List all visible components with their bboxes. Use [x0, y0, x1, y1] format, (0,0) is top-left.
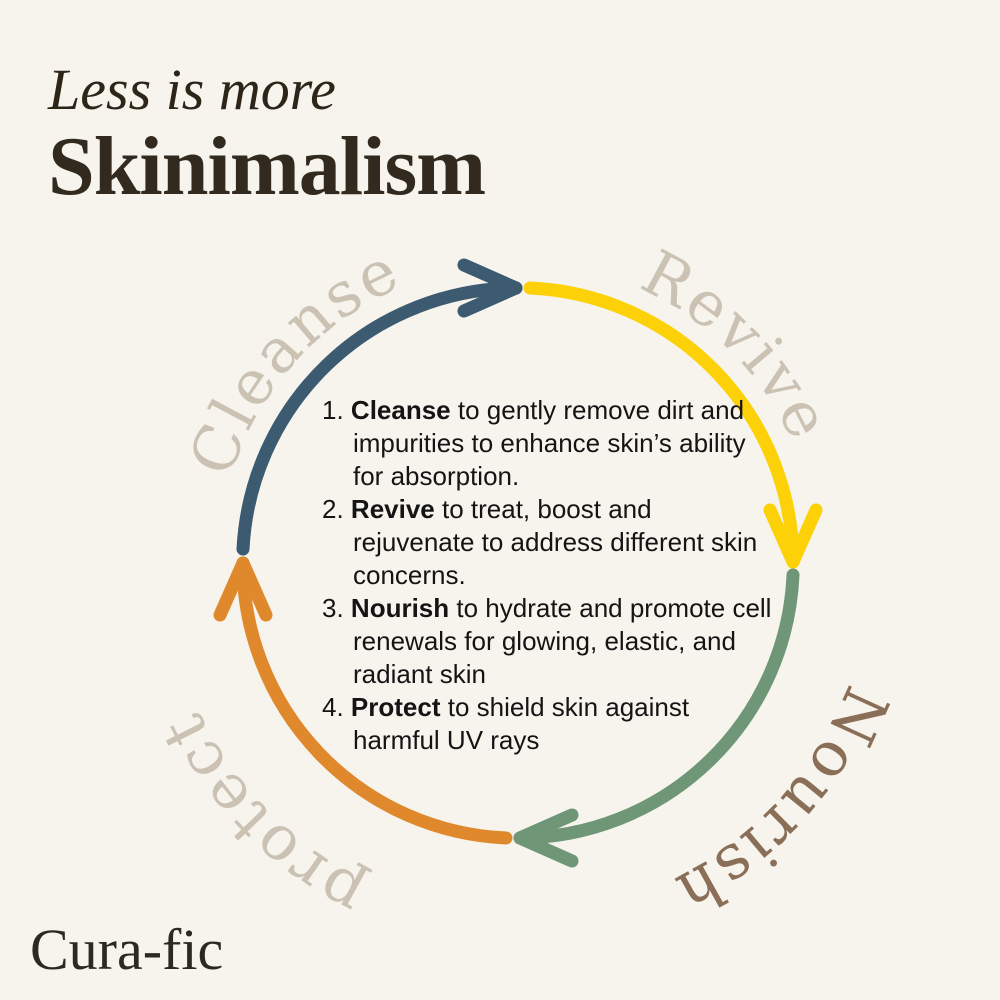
steps-list: 1. Cleanse to gently remove dirt and imp…: [322, 394, 780, 757]
step-text: to shield skin against harmful UV rays: [353, 692, 690, 755]
step-keyword: Cleanse: [350, 395, 451, 425]
page-subtitle: Less is more: [48, 57, 336, 122]
brand-logo: Cura-fic: [30, 917, 224, 982]
step-item-revive: 2. Revive to treat, boost and rejuvenate…: [322, 493, 780, 592]
header: Less is more Skinimalism: [48, 57, 486, 213]
step-text: to gently remove dirt and impurities to …: [353, 395, 746, 491]
step-item-cleanse: 1. Cleanse to gently remove dirt and imp…: [322, 394, 780, 493]
revive-arrow-icon: [523, 281, 823, 569]
step-text: to treat, boost and rejuvenate to addres…: [353, 494, 758, 590]
step-number: 2.: [322, 494, 344, 524]
step-number: 4.: [322, 692, 344, 722]
protect-arrow-icon: [213, 556, 513, 845]
cleanse-arrow-icon: [236, 258, 523, 556]
step-keyword: Protect: [350, 692, 441, 722]
step-item-protect: 4. Protect to shield skin against harmfu…: [322, 691, 780, 757]
step-number: 1.: [322, 395, 344, 425]
nourish-arrow-icon: [513, 568, 800, 868]
step-keyword: Nourish: [350, 593, 450, 623]
step-keyword: Revive: [350, 494, 435, 524]
step-text: to hydrate and promote cell renewals for…: [353, 593, 772, 689]
step-number: 3.: [322, 593, 344, 623]
step-item-nourish: 3. Nourish to hydrate and promote cell r…: [322, 592, 780, 691]
page-title: Skinimalism: [48, 119, 486, 213]
